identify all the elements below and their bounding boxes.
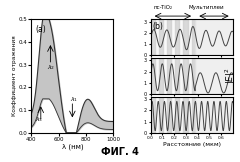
Bar — [183, 97, 187, 133]
Bar — [159, 19, 163, 55]
Bar — [183, 19, 187, 55]
Bar — [183, 58, 187, 94]
Bar — [192, 58, 195, 94]
Bar — [167, 58, 171, 94]
Text: $|E|^2$: $|E|^2$ — [223, 68, 238, 84]
Text: $\lambda_3$: $\lambda_3$ — [35, 116, 43, 124]
X-axis label: λ (нм): λ (нм) — [61, 143, 83, 150]
Text: ФИГ. 4: ФИГ. 4 — [101, 147, 139, 157]
Bar — [167, 97, 171, 133]
Text: Мультиплеи: Мультиплеи — [189, 6, 224, 11]
Bar — [167, 19, 171, 55]
X-axis label: Расстояние (мкм): Расстояние (мкм) — [163, 142, 221, 147]
Text: $\lambda_2$: $\lambda_2$ — [47, 63, 56, 72]
Bar — [159, 97, 163, 133]
Text: (a): (a) — [35, 25, 46, 34]
Text: пс-TiO₂: пс-TiO₂ — [153, 6, 172, 11]
Text: $\lambda_1$: $\lambda_1$ — [70, 95, 78, 104]
Bar — [192, 97, 195, 133]
Bar — [159, 58, 163, 94]
Text: (b): (b) — [152, 22, 163, 31]
Bar — [175, 58, 179, 94]
Bar — [175, 97, 179, 133]
Bar — [150, 19, 155, 55]
Bar — [192, 19, 195, 55]
Bar — [150, 97, 155, 133]
Bar — [195, 97, 233, 133]
Bar — [150, 58, 155, 94]
Bar — [175, 19, 179, 55]
Y-axis label: Коэффициент отражения: Коэффициент отражения — [12, 36, 17, 116]
Bar — [195, 19, 233, 55]
Bar — [195, 58, 233, 94]
